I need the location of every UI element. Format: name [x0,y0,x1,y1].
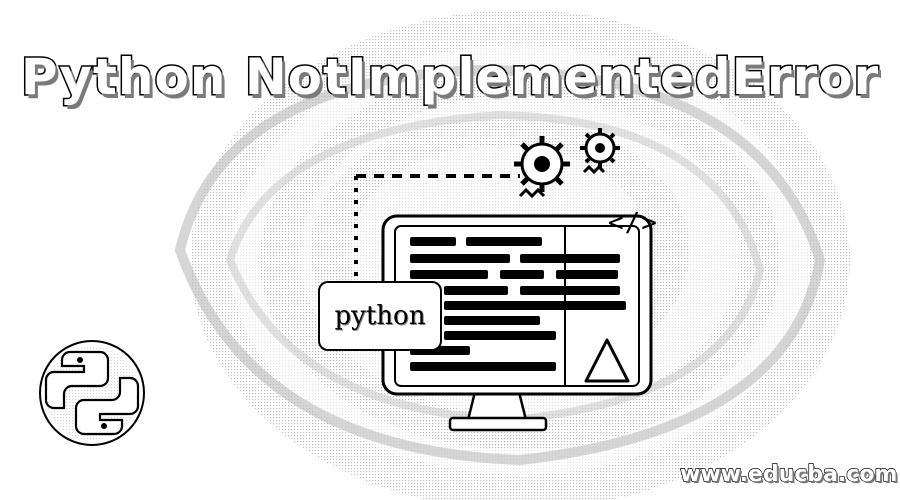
page-title: Python NotImplementedError [19,47,880,108]
language-badge: python [318,281,442,351]
code-tag-symbol: </> [608,208,658,238]
language-badge-label: python [334,301,426,331]
site-watermark: www.educba.com [679,461,898,487]
